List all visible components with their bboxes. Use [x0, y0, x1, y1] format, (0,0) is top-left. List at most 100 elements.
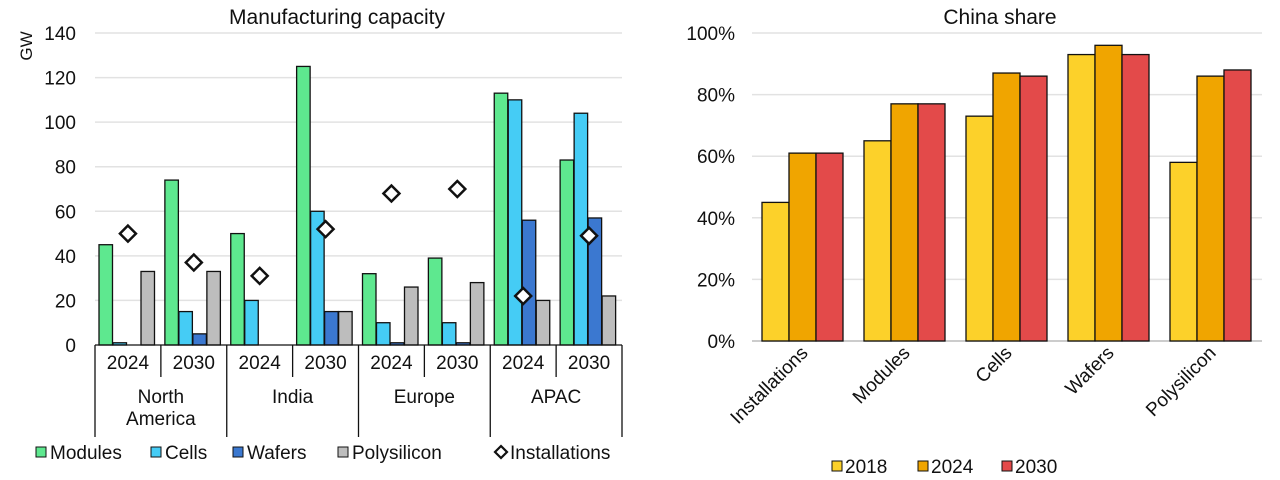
x-tick-year: 2030 [436, 353, 478, 374]
legend-label: 2018 [845, 457, 887, 478]
x-tick-label: Polysilicon [1142, 343, 1220, 421]
bar-wafers [323, 310, 339, 346]
bar-2024 [1196, 75, 1225, 342]
bar-2024 [788, 152, 817, 342]
bar-polysilicon [601, 295, 617, 346]
bar-modules [493, 92, 509, 346]
x-tick-year: 2024 [370, 353, 413, 374]
y-tick-label: 80% [697, 86, 735, 107]
x-tick-year: 2030 [173, 353, 215, 374]
legend-label: 2024 [931, 457, 974, 478]
legend-swatch-2018 [831, 460, 843, 472]
bar-cells [507, 99, 523, 346]
legend-swatch-cells [150, 446, 162, 458]
bar-cells [573, 112, 589, 346]
bar-polysilicon [469, 281, 485, 346]
legend-label: 2030 [1015, 457, 1057, 478]
x-group-label: Europe [394, 387, 455, 408]
bar-polysilicon [206, 270, 222, 346]
x-group-label: APAC [531, 387, 581, 408]
bar-2030 [1223, 69, 1252, 342]
marker-installations [118, 223, 138, 244]
x-tick-label: Cells [972, 343, 1017, 388]
chart-title: China share [943, 6, 1056, 29]
y-tick-label: 120 [44, 69, 76, 90]
bar-2024 [1094, 44, 1123, 342]
bar-2030 [815, 152, 844, 342]
china-share-chart: China share 0% 20% 40% 60% 80% 100% Installatio… [686, 6, 1262, 478]
marker-installations [579, 226, 599, 246]
marker-installations [315, 219, 336, 239]
y-tick-label: 100% [686, 24, 735, 45]
bar-modules [295, 65, 311, 346]
bar-polysilicon [535, 299, 551, 346]
bar-2030 [917, 103, 946, 342]
x-tick-year: 2024 [239, 353, 282, 374]
bar-wafers [521, 219, 537, 346]
legend-swatch-modules [35, 446, 47, 458]
bar-modules [559, 159, 575, 346]
legend-swatch-wafers [232, 446, 244, 458]
legend-swatch-2024 [917, 460, 929, 472]
bar-2018 [1067, 53, 1096, 342]
x-group-label: North [138, 387, 184, 408]
bar-modules [230, 232, 245, 346]
legend-label: Cells [165, 443, 207, 464]
x-tick-year: 2024 [107, 353, 150, 374]
bar-cells [375, 322, 391, 346]
y-tick-label: 20 [55, 291, 76, 312]
x-tick-year: 2030 [568, 353, 610, 374]
bar-2024 [992, 72, 1021, 342]
y-tick-label: 60 [55, 202, 76, 223]
bar-modules [427, 257, 443, 346]
legend-label: Modules [50, 443, 122, 464]
y-tick-label: 0 [65, 336, 76, 357]
chart-title: Manufacturing capacity [229, 6, 445, 29]
x-tick-year: 2024 [502, 353, 545, 374]
bar-2018 [863, 140, 892, 342]
bar-2030 [1019, 75, 1048, 342]
bar-2030 [1121, 53, 1150, 342]
x-group-label: America [126, 409, 196, 430]
bar-2018 [1169, 161, 1198, 342]
x-tick-label: Modules [849, 343, 915, 409]
y-axis-label: GW [17, 31, 36, 60]
bar-cells [441, 322, 457, 346]
bar-polysilicon [140, 270, 156, 346]
y-tick-label: 60% [697, 147, 735, 168]
bar-polysilicon [403, 286, 419, 346]
y-tick-label: 140 [44, 24, 76, 45]
x-tick-year: 2030 [304, 353, 346, 374]
bar-2024 [890, 103, 919, 342]
y-tick-label: 20% [697, 270, 735, 291]
bar-2018 [761, 201, 790, 342]
y-tick-label: 0% [708, 332, 736, 353]
legend-swatch-polysilicon [337, 446, 349, 458]
x-group-label: India [272, 387, 314, 408]
bar-polysilicon [337, 310, 353, 346]
bar-cells [178, 310, 194, 346]
bar-wafers [192, 333, 208, 346]
x-tick-label: Wafers [1062, 343, 1119, 400]
bar-modules [361, 273, 377, 346]
manufacturing-capacity-chart: Manufacturing capacity GW 0 20 40 60 80 100 120 1… [17, 6, 623, 464]
y-tick-label: 40% [697, 209, 735, 230]
bar-modules [98, 244, 114, 346]
bar-2018 [965, 115, 994, 342]
marker-installations [249, 266, 270, 286]
legend-swatch-2030 [1001, 460, 1013, 472]
legend-swatch-installations [493, 444, 509, 460]
legend-label: Polysilicon [352, 443, 442, 464]
marker-installations [513, 286, 533, 306]
marker-installations [184, 252, 204, 273]
y-tick-label: 40 [55, 247, 76, 268]
bar-modules [164, 179, 180, 346]
bar-cells [244, 299, 259, 346]
marker-installations [381, 183, 402, 204]
y-tick-label: 80 [55, 158, 76, 179]
x-tick-label: Installations [727, 343, 813, 429]
legend-label: Wafers [247, 443, 306, 464]
marker-installations [447, 179, 468, 199]
legend-label: Installations [510, 443, 610, 464]
